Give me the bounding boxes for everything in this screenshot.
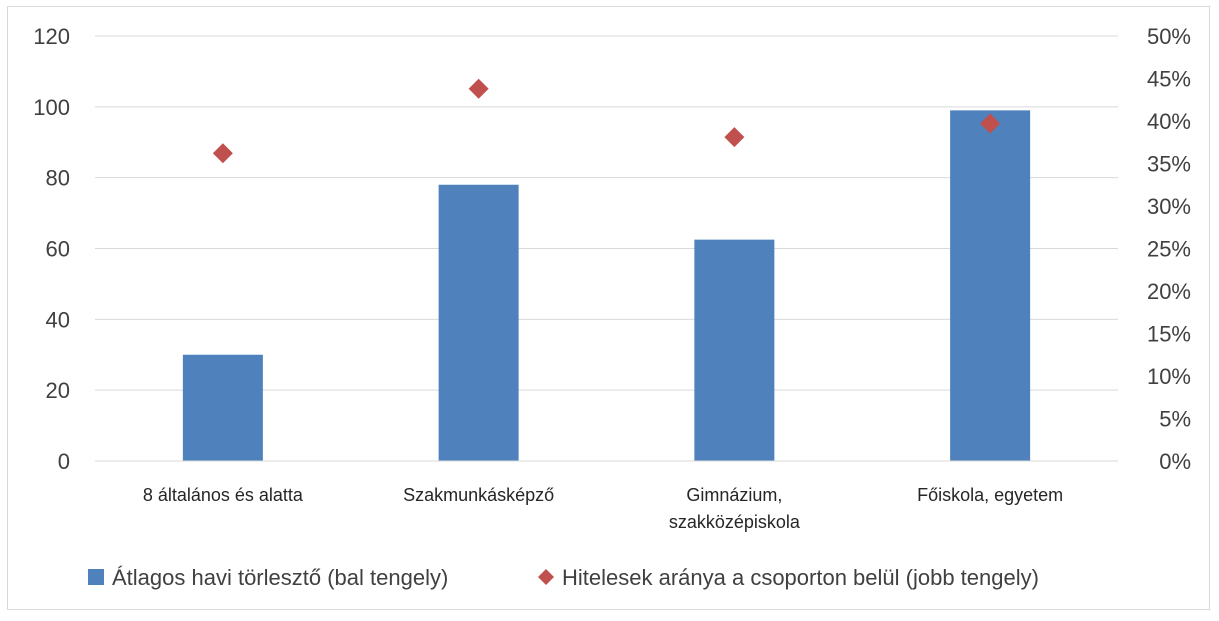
- marker: [980, 113, 1001, 134]
- bar: [182, 354, 263, 461]
- legend-marker-swatch: [538, 569, 554, 585]
- category-axis: 8 általános és alatta Szakmunkásképző Gimn…: [95, 460, 1118, 532]
- left-tick-label: 20: [46, 378, 70, 403]
- right-tick-label: 30%: [1147, 194, 1191, 219]
- category-label: Gimnázium, szakközépiskola: [669, 485, 801, 532]
- marker-series: [212, 78, 1001, 164]
- right-tick-label: 50%: [1147, 24, 1191, 49]
- category-label: Szakmunkásképző: [403, 485, 554, 505]
- category-label-line: Főiskola, egyetem: [917, 485, 1063, 505]
- bar: [950, 110, 1031, 461]
- right-tick-label: 25%: [1147, 237, 1191, 262]
- right-tick-label: 45%: [1147, 67, 1191, 92]
- left-tick-label: 60: [46, 237, 70, 262]
- bar-series: [182, 110, 1031, 461]
- legend-bar-label: Átlagos havi törlesztő (bal tengely): [112, 565, 448, 590]
- marker: [724, 127, 745, 148]
- category-label: 8 általános és alatta: [143, 485, 304, 505]
- right-tick-label: 35%: [1147, 152, 1191, 177]
- category-label-line: szakközépiskola: [669, 512, 801, 532]
- right-tick-label: 20%: [1147, 279, 1191, 304]
- left-tick-label: 40: [46, 307, 70, 332]
- bar: [694, 239, 775, 461]
- right-tick-label: 40%: [1147, 109, 1191, 134]
- left-tick-label: 120: [33, 24, 70, 49]
- right-tick-label: 10%: [1147, 364, 1191, 389]
- left-y-axis: 0 20 40 60 80 100 120: [33, 24, 70, 474]
- right-y-axis: 0% 5% 10% 15% 20% 25% 30% 35% 40% 45% 50%: [1147, 24, 1191, 474]
- right-tick-label: 5%: [1159, 407, 1191, 432]
- marker: [212, 143, 233, 164]
- category-label-line: 8 általános és alatta: [143, 485, 304, 505]
- right-tick-label: 15%: [1147, 322, 1191, 347]
- category-label-line: Gimnázium,: [686, 485, 782, 505]
- legend: Átlagos havi törlesztő (bal tengely) Hit…: [88, 565, 1039, 590]
- legend-marker-label: Hitelesek aránya a csoporton belül (jobb…: [562, 565, 1039, 590]
- left-tick-label: 0: [58, 449, 70, 474]
- bar: [438, 184, 519, 461]
- right-tick-label: 0%: [1159, 449, 1191, 474]
- legend-bar-swatch: [88, 569, 104, 585]
- category-label: Főiskola, egyetem: [917, 485, 1063, 505]
- marker: [468, 78, 489, 99]
- left-tick-label: 100: [33, 95, 70, 120]
- left-tick-label: 80: [46, 166, 70, 191]
- category-label-line: Szakmunkásképző: [403, 485, 554, 505]
